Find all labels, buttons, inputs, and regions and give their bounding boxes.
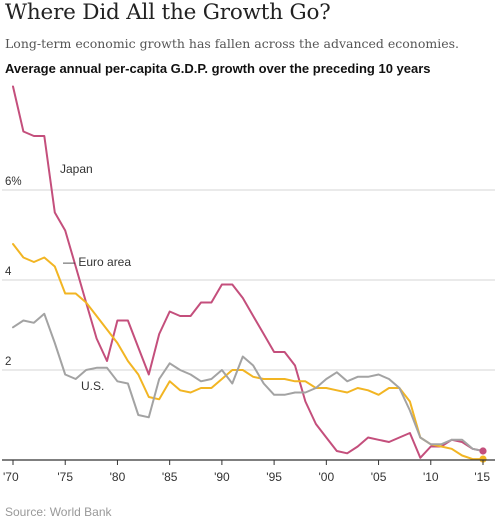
y-tick-label: 4 — [5, 266, 12, 278]
x-tick-label: '85 — [162, 470, 178, 484]
x-tick-label: '70 — [3, 470, 19, 484]
x-tick-label: '90 — [214, 470, 230, 484]
source-note: Source: World Bank — [5, 505, 112, 519]
end-marker-japan — [479, 447, 487, 455]
x-tick-label: '75 — [57, 470, 73, 484]
label-layer: 2 4 6% '70 '75 '80 '85 '90 '95 '00 '05 '10 '15 Japan —… — [3, 162, 490, 484]
series-line-euro-area — [12, 243, 484, 461]
series-label-euro-area: — Euro area — [63, 255, 131, 269]
x-tick-label: '00 — [319, 470, 335, 484]
y-tick-label: 6% — [5, 176, 22, 188]
x-tick-label: '80 — [110, 470, 126, 484]
series-label-japan: Japan — [60, 162, 93, 176]
page-title: Where Did All the Growth Go? — [5, 0, 331, 25]
x-tick-label: '05 — [371, 470, 387, 484]
series-layer — [12, 85, 487, 463]
series-line-japan — [12, 85, 484, 459]
x-tick-label: '10 — [423, 470, 439, 484]
x-tick-label: '15 — [474, 470, 490, 484]
grid-layer — [2, 189, 495, 371]
series-label-u-s: U.S. — [81, 379, 104, 393]
end-marker-euro-area — [479, 455, 487, 463]
chart-heading: Average annual per-capita G.D.P. growth … — [5, 61, 431, 76]
axis-layer — [2, 459, 495, 465]
page-subtitle: Long-term economic growth has fallen acr… — [5, 36, 460, 51]
series-line-u-s — [12, 312, 484, 452]
y-tick-label: 2 — [5, 356, 11, 368]
x-tick-label: '95 — [266, 470, 282, 484]
